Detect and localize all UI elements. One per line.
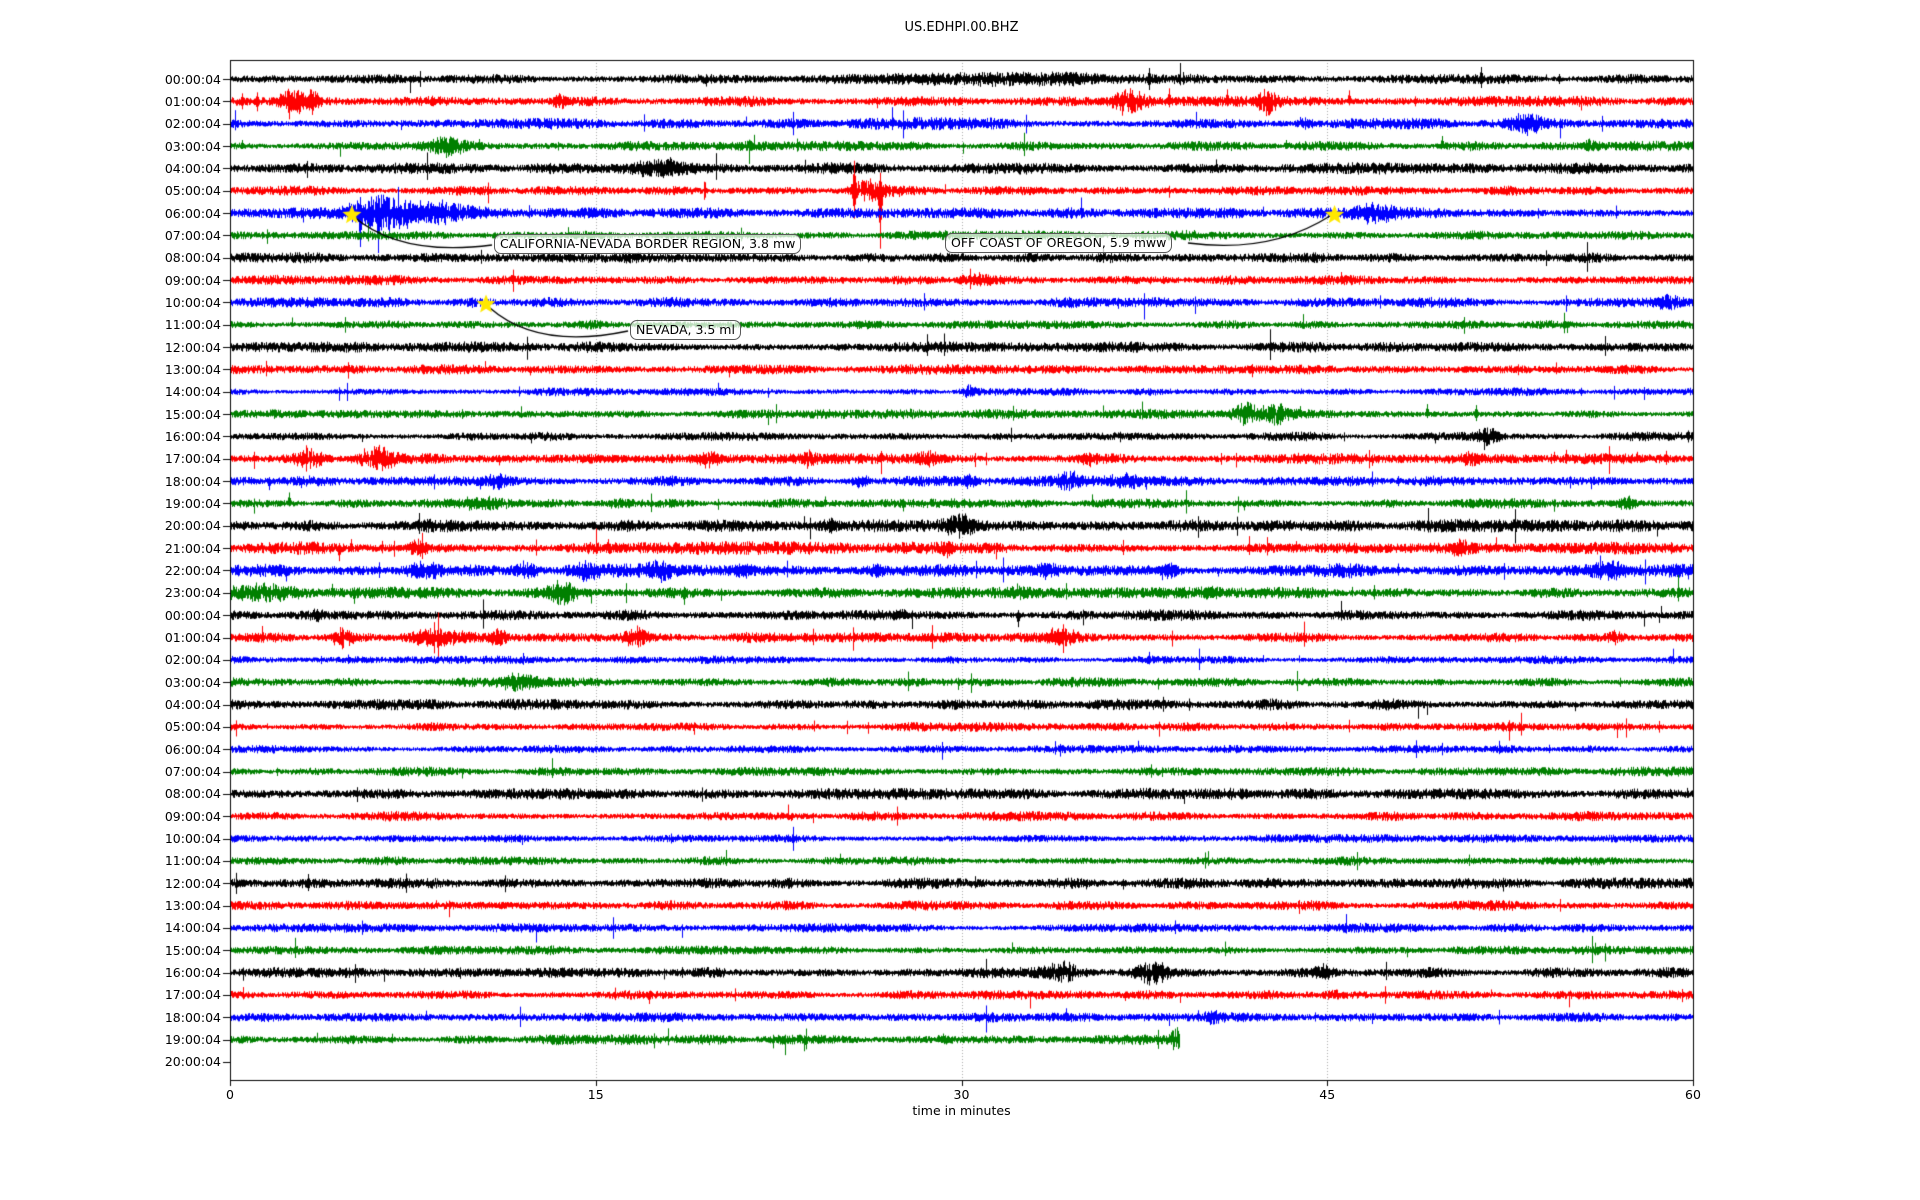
x-axis-tick-label: 30 (953, 1087, 970, 1102)
y-axis-tick-label: 18:00:04 (164, 473, 221, 489)
y-axis-tick-label: 12:00:04 (164, 339, 221, 355)
y-axis-tick-label: 03:00:04 (164, 674, 221, 690)
event-annotation-nevada: NEVADA, 3.5 ml (630, 320, 741, 340)
y-axis-tick-label: 17:00:04 (164, 987, 221, 1003)
y-axis-tick-label: 05:00:04 (164, 183, 221, 199)
x-axis-tick-label: 45 (1319, 1087, 1336, 1102)
x-axis-title: time in minutes (912, 1103, 1011, 1118)
y-axis-tick-label: 17:00:04 (164, 451, 221, 467)
y-axis-tick-label: 05:00:04 (164, 719, 221, 735)
y-axis-tick-label: 02:00:04 (164, 652, 221, 668)
y-axis-tick-label: 11:00:04 (164, 317, 221, 333)
y-axis-tick-label: 14:00:04 (164, 384, 221, 400)
y-axis-tick-label: 01:00:04 (164, 630, 221, 645)
y-axis-tick-label: 22:00:04 (164, 562, 221, 578)
chart-title: US.EDHPI.00.BHZ (904, 20, 1019, 35)
y-axis-tick-label: 08:00:04 (164, 250, 221, 266)
y-axis-tick-label: 07:00:04 (164, 764, 221, 780)
x-axis-tick-label: 60 (1685, 1087, 1701, 1102)
x-axis-tick-label: 0 (226, 1087, 234, 1102)
y-axis-tick-label: 19:00:04 (164, 495, 221, 511)
y-axis-tick-label: 16:00:04 (164, 965, 221, 981)
y-axis-tick-label: 20:00:04 (164, 518, 221, 534)
y-axis-tick-label: 01:00:04 (164, 93, 221, 109)
y-axis-tick-label: 18:00:04 (164, 1009, 221, 1025)
y-axis-tick-label: 04:00:04 (164, 697, 221, 713)
event-annotation-california-nevada: CALIFORNIA-NEVADA BORDER REGION, 3.8 mw (494, 234, 802, 254)
y-axis-tick-label: 10:00:04 (164, 294, 221, 310)
y-axis-tick-label: 08:00:04 (164, 786, 221, 802)
y-axis-tick-label: 20:00:04 (164, 1054, 221, 1070)
y-axis-tick-label: 15:00:04 (164, 942, 221, 958)
y-axis-tick-label: 13:00:04 (164, 361, 221, 377)
y-axis-tick-label: 02:00:04 (164, 116, 221, 132)
y-axis-tick-label: 04:00:04 (164, 160, 221, 176)
y-axis-tick-label: 06:00:04 (164, 205, 221, 221)
y-axis-tick-label: 03:00:04 (164, 138, 221, 154)
y-axis-tick-label: 23:00:04 (164, 585, 221, 601)
y-axis-tick-label: 14:00:04 (164, 920, 221, 936)
y-axis-tick-label: 19:00:04 (164, 1032, 221, 1048)
y-axis-tick-label: 06:00:04 (164, 741, 221, 757)
y-axis-tick-label: 13:00:04 (164, 898, 221, 914)
y-axis-tick-label: 09:00:04 (164, 272, 221, 288)
y-axis-tick-label: 12:00:04 (164, 875, 221, 891)
event-annotation-off-coast-oregon: OFF COAST OF OREGON, 5.9 mww (945, 233, 1173, 253)
y-axis-tick-label: 16:00:04 (164, 428, 221, 444)
y-axis-tick-label: 10:00:04 (164, 831, 221, 847)
y-axis-tick-label: 00:00:04 (164, 607, 221, 623)
y-axis-tick-label: 21:00:04 (164, 540, 221, 556)
y-axis-tick-label: 11:00:04 (164, 853, 221, 869)
y-axis-tick-label: 15:00:04 (164, 406, 221, 422)
y-axis-tick-label: 07:00:04 (164, 227, 221, 243)
y-axis-tick-label: 09:00:04 (164, 808, 221, 824)
x-axis-tick-label: 15 (587, 1087, 604, 1102)
y-axis-tick-label: 00:00:04 (164, 71, 221, 87)
